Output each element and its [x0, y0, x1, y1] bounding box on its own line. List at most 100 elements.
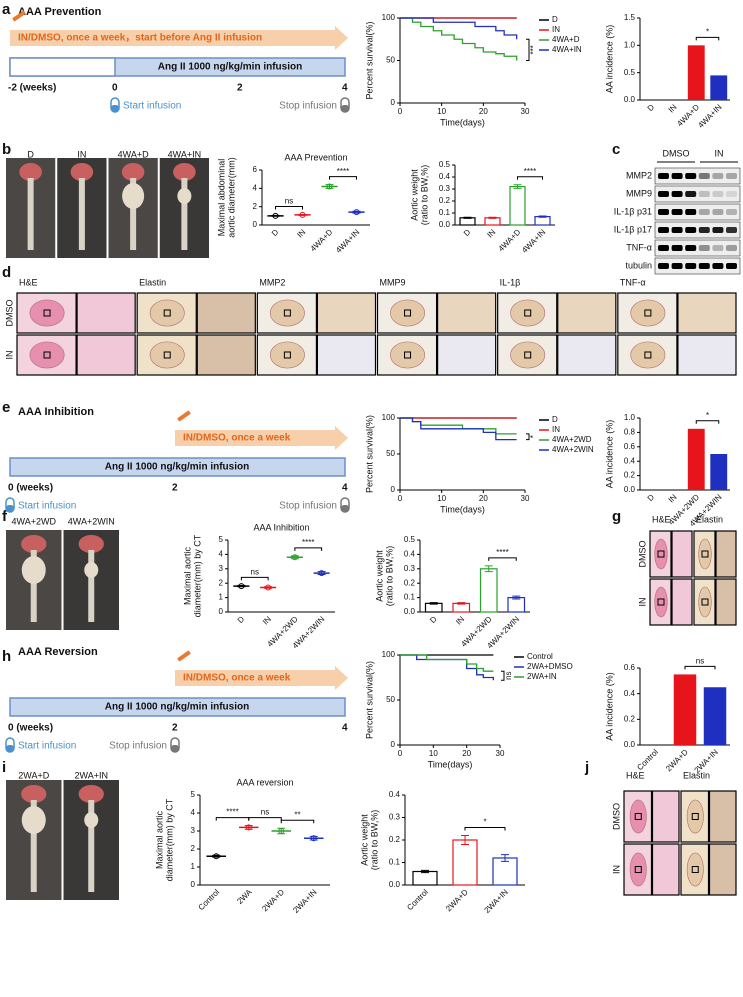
mean-point	[318, 570, 325, 577]
timeline-title: AAA Inhibition	[18, 406, 94, 418]
blot-band	[712, 227, 724, 233]
photo-label: D	[27, 149, 34, 159]
photo-label: 4WA+IN	[168, 149, 201, 159]
timeline-tick-label: 0 (weeks)	[8, 483, 53, 494]
zoom-box	[43, 309, 51, 317]
error-bar	[309, 835, 318, 841]
panel-letter: f	[2, 508, 8, 525]
vessel-section	[654, 586, 668, 618]
legend-label: 4WA+2WIN	[552, 445, 594, 454]
error-bar	[488, 216, 497, 219]
zoom-box	[691, 866, 699, 873]
timeline-tick-label: 4	[342, 723, 348, 734]
panel-letter: g	[612, 508, 621, 525]
aorta-sac	[78, 785, 104, 803]
x-tick-label: 10	[437, 107, 446, 116]
blot-band	[726, 191, 737, 197]
treatment-label: IN/DMSO, once a week	[183, 433, 291, 444]
blot-band	[726, 263, 737, 269]
blot-band	[658, 173, 669, 179]
significance-bracket	[695, 420, 720, 424]
x-tick-label: D	[270, 227, 281, 238]
blot-band	[685, 191, 697, 197]
x-tick-label: 2WA+D	[444, 887, 470, 913]
y-tick-label: 0.2	[389, 835, 401, 844]
blot-band	[712, 209, 724, 215]
vessel-section	[149, 341, 185, 369]
blot-band	[658, 191, 669, 197]
zoom-box	[634, 866, 642, 873]
vessel-section	[629, 799, 647, 834]
stain-label: TNF-α	[620, 277, 646, 287]
y-tick-label: 0.3	[389, 813, 401, 822]
survival-line	[400, 17, 518, 40]
x-tick-label: 20	[479, 107, 488, 116]
bar	[509, 186, 526, 226]
vessel-section	[510, 341, 546, 369]
row-label: DMSO	[4, 300, 14, 327]
x-tick-label: 4WA+D	[497, 227, 523, 253]
blot-band	[698, 209, 710, 215]
syringe-icon	[12, 10, 26, 22]
vessel-section	[390, 299, 426, 327]
vessel-section	[630, 299, 666, 327]
panel-letter: c	[612, 141, 620, 158]
capsule-half	[341, 505, 349, 512]
aorta	[88, 550, 95, 622]
blot-group: IN	[715, 148, 724, 158]
survival-line	[400, 654, 494, 672]
vessel-section	[29, 341, 65, 369]
aorta	[27, 178, 34, 250]
significance-bracket	[248, 817, 282, 821]
tissue-zoom	[436, 334, 497, 376]
y-tick-label: 5	[191, 790, 196, 799]
y-tick-label: 1.0	[624, 413, 636, 422]
survival-line	[400, 417, 517, 435]
y-tick-label: 0.2	[624, 714, 636, 723]
survival-line	[400, 17, 518, 61]
legend-label: D	[552, 15, 558, 24]
blot-band	[726, 245, 737, 251]
blot-band	[685, 245, 697, 251]
y-tick-label: 2	[253, 202, 258, 211]
row-label: DMSO	[611, 803, 621, 830]
x-tick-label: IN	[667, 492, 679, 504]
stain-label: MMP9	[380, 277, 406, 287]
aorta-sac	[173, 163, 196, 181]
significance-label: ****	[337, 167, 349, 176]
zoom-box	[657, 598, 665, 606]
x-tick-label: 2WA+D	[260, 887, 286, 913]
error-bar	[264, 586, 273, 589]
x-tick-label: 10	[429, 749, 438, 758]
blot-band	[685, 227, 697, 233]
vessel-section	[698, 538, 712, 570]
mean-point	[353, 209, 360, 216]
blot-band	[671, 227, 683, 233]
vessel-section	[686, 852, 704, 887]
vessel-section	[698, 586, 712, 618]
pre-infusion-bar	[9, 57, 116, 77]
stain-label: MMP2	[259, 277, 285, 287]
y-axis-label: (ratio to BW,%)	[419, 165, 429, 226]
infusion-bar	[9, 697, 346, 717]
significance-label: ns	[504, 671, 513, 679]
x-tick-label: D	[428, 614, 439, 625]
zoom-box	[163, 351, 171, 359]
y-tick-label: 50	[386, 695, 395, 704]
significance-bracket	[501, 670, 505, 681]
error-bar	[501, 854, 509, 862]
significance-bracket	[240, 576, 269, 581]
legend-label: IN	[552, 25, 560, 34]
y-axis-label: (ratio to BW,%)	[384, 546, 394, 607]
blot-band	[671, 209, 683, 215]
y-tick-label: 100	[382, 650, 396, 659]
significance-label: ****	[496, 548, 508, 557]
y-axis-label: aortic diameter(mm)	[226, 157, 236, 238]
blot-strip	[654, 167, 741, 185]
tissue-zoom	[708, 790, 737, 843]
stop-label: Stop infusion	[279, 501, 337, 512]
significance-label: ****	[302, 538, 314, 547]
stop-label: Stop infusion	[279, 101, 337, 112]
timeline-title: AAA Reversion	[18, 646, 98, 658]
